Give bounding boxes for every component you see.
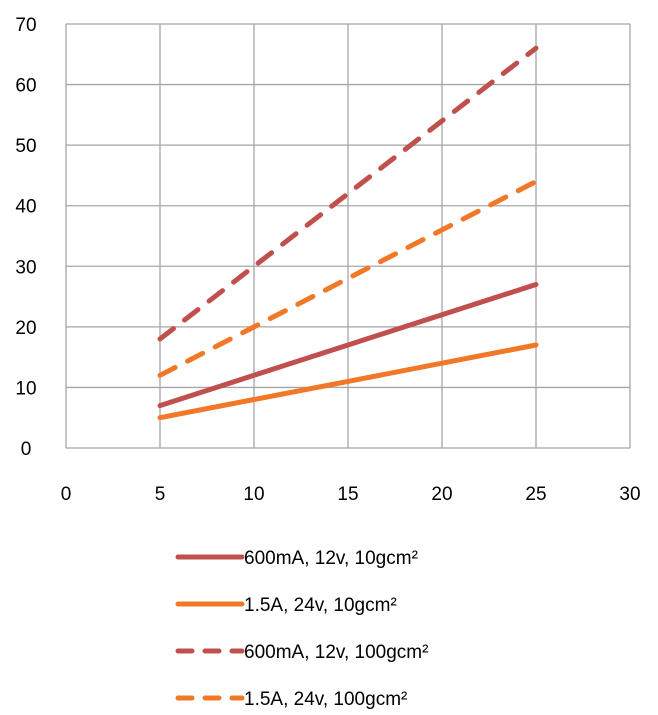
legend-label: 1.5A, 24v, 100gcm² (244, 689, 407, 710)
legend-label: 600mA, 12v, 10gcm² (244, 548, 418, 569)
series-line-3 (157, 45, 539, 342)
x-tick-label: 15 (337, 484, 358, 505)
legend: 600mA, 12v, 10gcm² 1.5A, 24v, 10gcm² 600mA… (175, 548, 428, 710)
y-tick-label: 30 (15, 257, 36, 278)
y-axis-ticks: 0 10 20 30 40 50 60 70 (15, 15, 36, 460)
legend-label: 1.5A, 24v, 10gcm² (244, 595, 397, 616)
legend-label: 600mA, 12v, 100gcm² (244, 642, 428, 663)
y-tick-label: 10 (15, 378, 36, 399)
grid-lines (65, 23, 631, 449)
series-line-4 (157, 179, 539, 378)
y-tick-label: 60 (15, 76, 36, 97)
y-tick-label: 50 (15, 136, 36, 157)
y-tick-label: 70 (15, 15, 36, 36)
y-tick-label: 40 (15, 197, 36, 218)
y-tick-label: 0 (21, 439, 32, 460)
x-tick-label: 20 (431, 484, 452, 505)
x-tick-label: 0 (61, 484, 72, 505)
x-tick-label: 25 (525, 484, 546, 505)
x-tick-label: 10 (243, 484, 264, 505)
series-line-2 (157, 342, 539, 421)
x-tick-label: 30 (619, 484, 640, 505)
x-axis-ticks: 0 5 10 15 20 25 30 (61, 484, 641, 505)
series-line-1 (157, 282, 539, 409)
x-tick-label: 5 (155, 484, 166, 505)
y-tick-label: 20 (15, 318, 36, 339)
data-series (157, 45, 539, 421)
